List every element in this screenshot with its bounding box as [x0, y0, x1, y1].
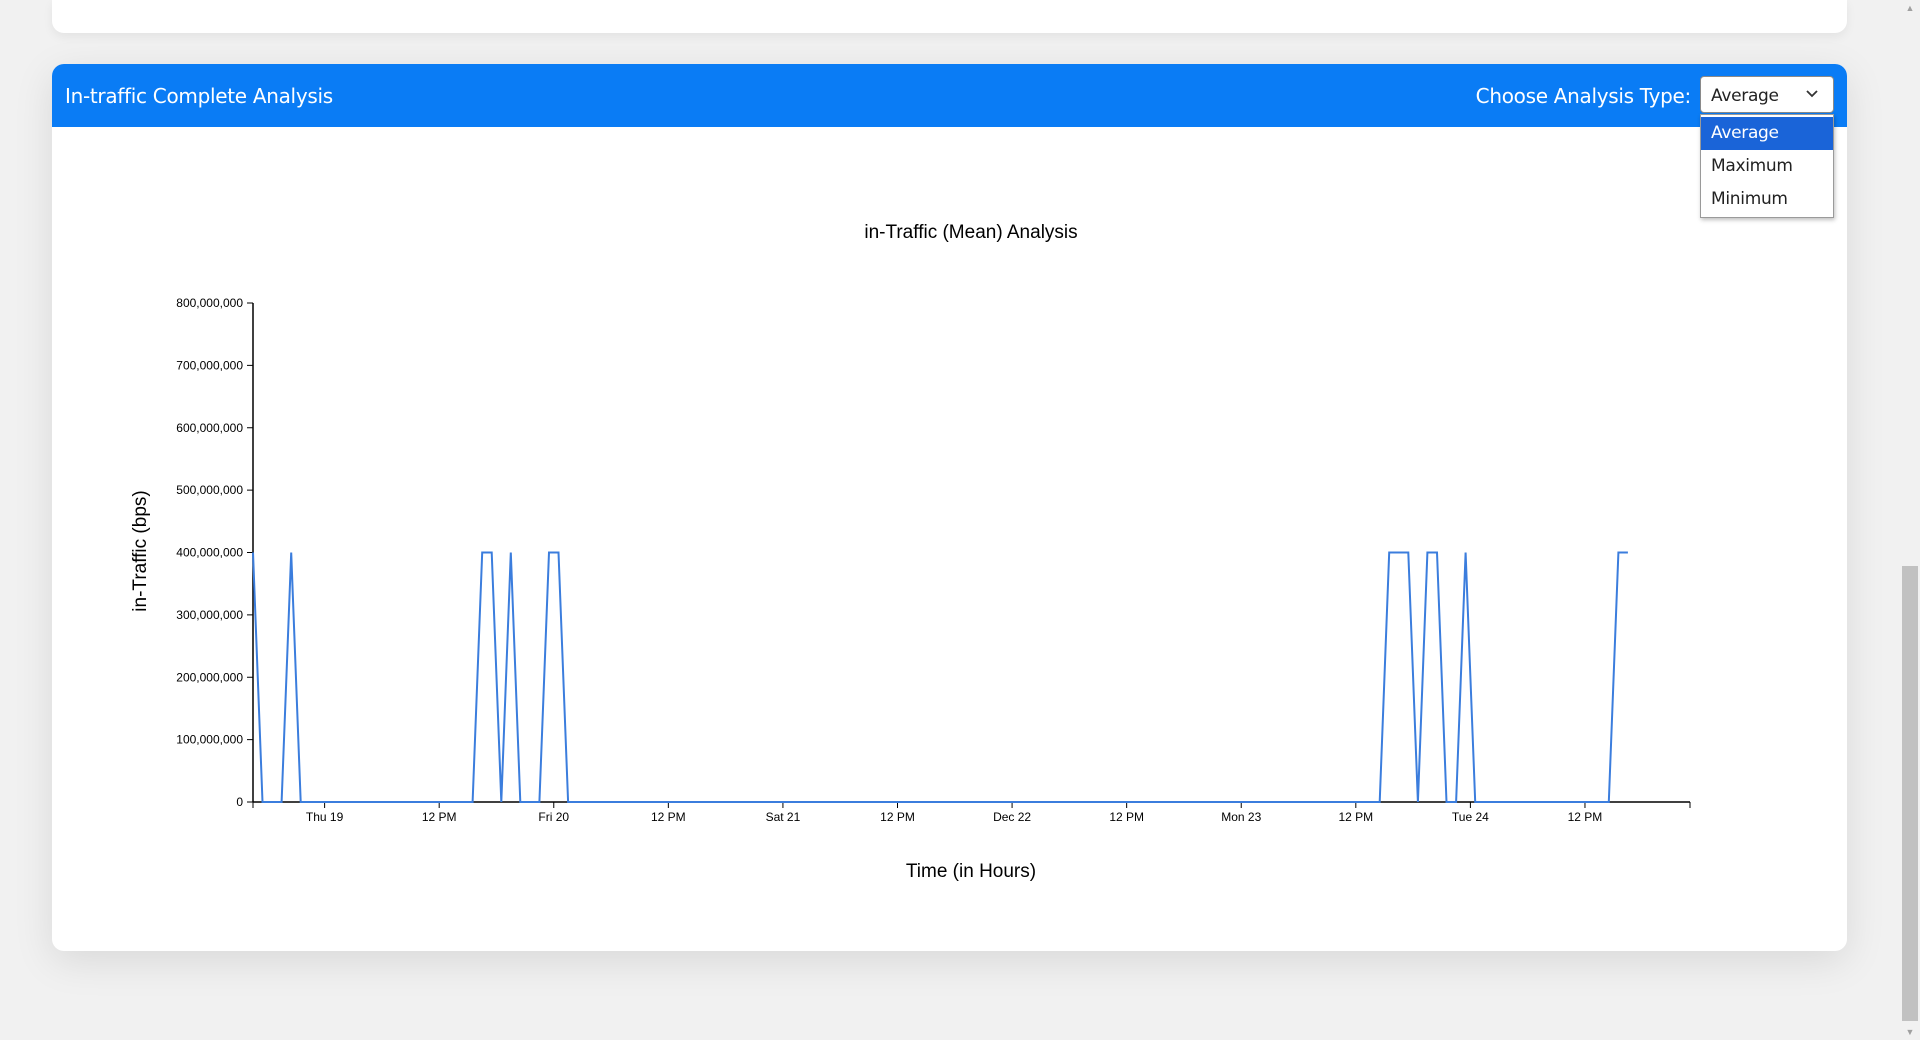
data-point: [1436, 552, 1438, 554]
data-point: [1455, 801, 1457, 803]
chart-title: in-Traffic (Mean) Analysis: [864, 222, 1077, 243]
y-tick-label: 0: [236, 795, 243, 809]
y-tick-label: 400,000,000: [176, 546, 243, 560]
x-axis: Thu 19 12 PM Fri 20 12 PM Sat 21 12 PM Dec 22 1…: [252, 801, 1691, 824]
data-point: [1379, 801, 1381, 803]
x-tick-label: 12 PM: [1109, 810, 1144, 824]
data-point: [1446, 801, 1448, 803]
data-point: [281, 801, 283, 803]
y-tick-label: 100,000,000: [176, 733, 243, 747]
previous-card: [52, 0, 1847, 33]
data-point: [481, 552, 483, 554]
data-point: [1465, 552, 1467, 554]
y-tick-label: 600,000,000: [176, 421, 243, 435]
x-tick-label: Mon 23: [1221, 810, 1261, 824]
data-point: [1627, 552, 1629, 554]
option-minimum[interactable]: Minimum: [1711, 189, 1788, 209]
x-tick-label: Tue 24: [1452, 810, 1489, 824]
analysis-type-label: Choose Analysis Type:: [1475, 84, 1692, 108]
data-point: [252, 552, 254, 554]
x-tick-label: 12 PM: [422, 810, 457, 824]
x-tick-label: 12 PM: [1338, 810, 1373, 824]
x-tick-label: 12 PM: [1568, 810, 1603, 824]
data-point: [1417, 801, 1419, 803]
data-point: [1474, 801, 1476, 803]
in-traffic-analysis-card: In-traffic Complete Analysis Choose Anal…: [52, 64, 1847, 951]
analysis-type-select-value: Average: [1711, 86, 1779, 106]
data-point: [558, 552, 560, 554]
page-scrollbar-thumb[interactable]: [1902, 566, 1918, 1021]
scroll-up-arrow-icon[interactable]: ▲: [1905, 3, 1915, 13]
y-tick-label: 200,000,000: [176, 670, 243, 684]
y-tick-label: 500,000,000: [176, 483, 243, 497]
x-axis-title: Time (in Hours): [906, 861, 1036, 882]
data-point: [1426, 552, 1428, 554]
option-average[interactable]: Average: [1701, 117, 1833, 150]
data-point: [491, 552, 493, 554]
data-point: [567, 801, 569, 803]
data-point: [290, 552, 292, 554]
data-point: [538, 801, 540, 803]
data-point: [472, 801, 474, 803]
data-point: [519, 801, 521, 803]
x-tick-label: Sat 21: [766, 810, 801, 824]
x-tick-label: Fri 20: [538, 810, 569, 824]
x-tick-label: 12 PM: [651, 810, 686, 824]
analysis-type-dropdown: Average Maximum Minimum: [1700, 114, 1834, 218]
data-point: [500, 801, 502, 803]
data-point: [1617, 552, 1619, 554]
option-maximum[interactable]: Maximum: [1711, 156, 1793, 176]
data-point: [1388, 552, 1390, 554]
data-point: [1407, 552, 1409, 554]
data-point: [300, 801, 302, 803]
data-point: [262, 801, 264, 803]
series-line: [252, 551, 1628, 803]
y-axis: 0 100,000,000 200,000,000 300,000,000 400,00…: [176, 296, 254, 809]
card-header: In-traffic Complete Analysis Choose Anal…: [52, 64, 1847, 127]
data-point: [510, 552, 512, 554]
chevron-down-icon: [1806, 90, 1818, 98]
y-axis-title: in-Traffic (bps): [130, 490, 151, 611]
x-tick-label: Thu 19: [306, 810, 344, 824]
scroll-down-arrow-icon[interactable]: ▼: [1905, 1027, 1915, 1037]
x-tick-label: Dec 22: [993, 810, 1031, 824]
card-title: In-traffic Complete Analysis: [65, 84, 333, 108]
data-point: [548, 552, 550, 554]
data-point: [1608, 801, 1610, 803]
y-tick-label: 700,000,000: [176, 358, 243, 372]
y-tick-label: 300,000,000: [176, 608, 243, 622]
y-tick-label: 800,000,000: [176, 296, 243, 310]
analysis-type-select[interactable]: Average: [1700, 76, 1834, 113]
x-tick-label: 12 PM: [880, 810, 915, 824]
